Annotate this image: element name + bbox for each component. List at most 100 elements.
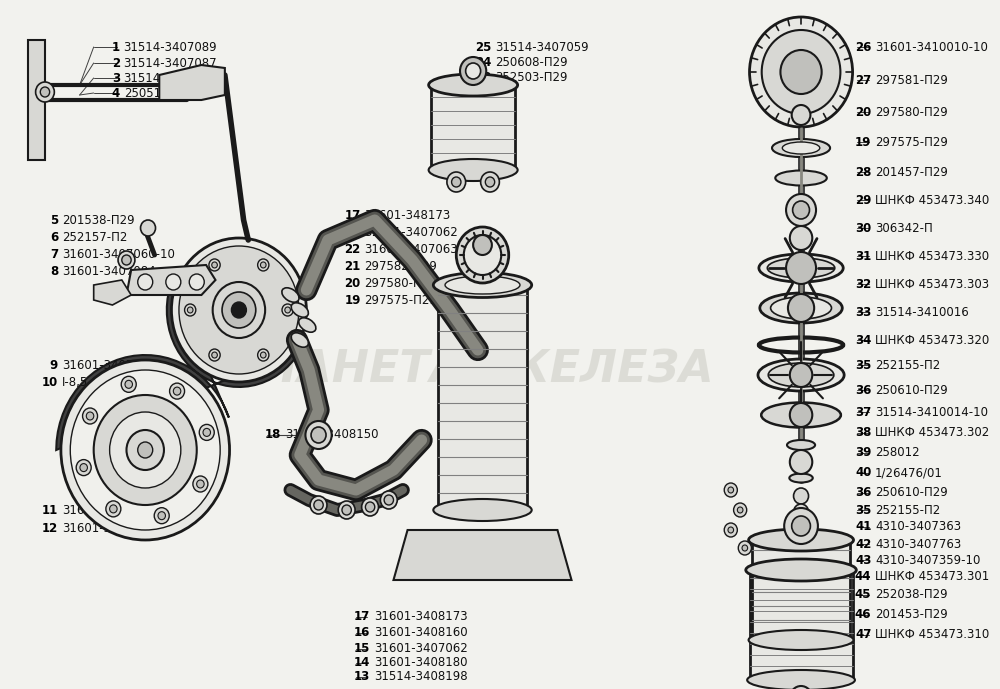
Circle shape	[70, 370, 220, 530]
Circle shape	[750, 17, 853, 127]
Circle shape	[179, 246, 299, 374]
Circle shape	[171, 238, 306, 382]
Text: 297575-П29: 297575-П29	[875, 136, 948, 149]
Text: ШНКФ 453473.330: ШНКФ 453473.330	[875, 249, 989, 263]
Circle shape	[794, 520, 809, 536]
Text: 31: 31	[855, 249, 871, 263]
Text: 36: 36	[855, 486, 871, 500]
Ellipse shape	[759, 254, 843, 282]
Text: 297575-П29: 297575-П29	[364, 294, 437, 307]
Text: 31601-3407062: 31601-3407062	[364, 225, 458, 238]
Text: 250610-П29: 250610-П29	[875, 384, 948, 396]
Text: 44: 44	[855, 570, 871, 582]
Text: 24: 24	[475, 56, 492, 68]
Text: 10: 10	[42, 376, 58, 389]
Text: 31514-3410014-10: 31514-3410014-10	[875, 406, 988, 418]
Text: 2: 2	[112, 56, 120, 70]
Ellipse shape	[789, 473, 813, 482]
Text: 30: 30	[855, 221, 871, 234]
Text: 8: 8	[50, 265, 58, 278]
Circle shape	[141, 220, 156, 236]
Circle shape	[738, 541, 751, 555]
Text: 28: 28	[855, 165, 871, 178]
Text: 37: 37	[855, 406, 871, 418]
Circle shape	[794, 488, 809, 504]
Circle shape	[362, 498, 379, 516]
Text: 41: 41	[855, 520, 871, 533]
Text: 31514-3407088: 31514-3407088	[124, 72, 217, 85]
Circle shape	[784, 508, 818, 544]
Text: ШНКФ 453473.302: ШНКФ 453473.302	[875, 426, 989, 440]
Ellipse shape	[761, 402, 841, 427]
Text: 15: 15	[344, 225, 361, 238]
Text: 16: 16	[354, 626, 370, 639]
Text: 7: 7	[50, 247, 58, 260]
Circle shape	[456, 227, 509, 283]
Text: 31601-3407062: 31601-3407062	[374, 643, 468, 655]
Text: 17: 17	[344, 209, 361, 221]
Circle shape	[260, 262, 266, 268]
Text: 34: 34	[855, 333, 871, 347]
Circle shape	[728, 527, 734, 533]
Bar	[750, 570, 853, 680]
Bar	[438, 280, 527, 510]
Text: ШНКФ 453473.310: ШНКФ 453473.310	[875, 628, 989, 641]
Ellipse shape	[771, 297, 831, 319]
Text: 35: 35	[855, 504, 871, 517]
Text: 250610-П29: 250610-П29	[875, 486, 948, 500]
Circle shape	[452, 177, 461, 187]
Text: 19: 19	[855, 136, 871, 149]
Circle shape	[212, 352, 217, 358]
Text: 13: 13	[354, 670, 370, 683]
Circle shape	[790, 226, 812, 250]
Text: 1: 1	[112, 41, 120, 54]
Circle shape	[173, 387, 181, 395]
Circle shape	[110, 412, 181, 488]
Text: 15: 15	[354, 643, 370, 655]
Text: 14: 14	[354, 657, 370, 670]
Text: 31601-3408180: 31601-3408180	[374, 657, 467, 670]
Ellipse shape	[282, 288, 299, 302]
Text: 31601-3408163: 31601-3408163	[62, 504, 155, 517]
Circle shape	[170, 383, 185, 399]
Ellipse shape	[433, 499, 532, 521]
Text: 352503-П29: 352503-П29	[496, 70, 568, 83]
Text: 1/26476/01: 1/26476/01	[875, 466, 943, 480]
Text: 201457-П29: 201457-П29	[875, 165, 948, 178]
Text: 250510-П29: 250510-П29	[124, 87, 196, 99]
Text: 31601-348173: 31601-348173	[364, 209, 451, 221]
Text: 29: 29	[855, 194, 871, 207]
Circle shape	[199, 424, 214, 440]
Polygon shape	[56, 284, 301, 450]
Text: 31514-3408198: 31514-3408198	[374, 670, 467, 683]
Text: 252038-П29: 252038-П29	[875, 588, 948, 601]
Circle shape	[792, 105, 810, 125]
Text: 17: 17	[354, 610, 370, 624]
Circle shape	[464, 235, 501, 275]
Circle shape	[258, 259, 269, 271]
Circle shape	[110, 505, 117, 513]
Text: 306342-П: 306342-П	[875, 221, 933, 234]
Circle shape	[305, 421, 332, 449]
Circle shape	[724, 483, 737, 497]
Circle shape	[126, 430, 164, 470]
Circle shape	[792, 516, 810, 536]
Circle shape	[197, 480, 204, 488]
Circle shape	[94, 395, 197, 505]
Polygon shape	[126, 265, 215, 295]
Text: 40: 40	[855, 466, 871, 480]
Circle shape	[786, 194, 816, 226]
Text: 31601-3408172: 31601-3408172	[62, 522, 156, 535]
Text: 31601-3410010-10: 31601-3410010-10	[875, 41, 988, 54]
Text: 250608-П29: 250608-П29	[496, 56, 568, 68]
Text: 18: 18	[265, 429, 281, 442]
Ellipse shape	[433, 273, 532, 298]
Text: 4310-3407359-10: 4310-3407359-10	[875, 553, 980, 566]
Text: 19: 19	[344, 294, 361, 307]
Text: 297580-П29: 297580-П29	[875, 105, 948, 119]
Circle shape	[447, 172, 466, 192]
Polygon shape	[94, 280, 131, 305]
Text: 42: 42	[855, 537, 871, 551]
Ellipse shape	[768, 363, 834, 387]
Text: 31514-3407059: 31514-3407059	[496, 41, 589, 54]
